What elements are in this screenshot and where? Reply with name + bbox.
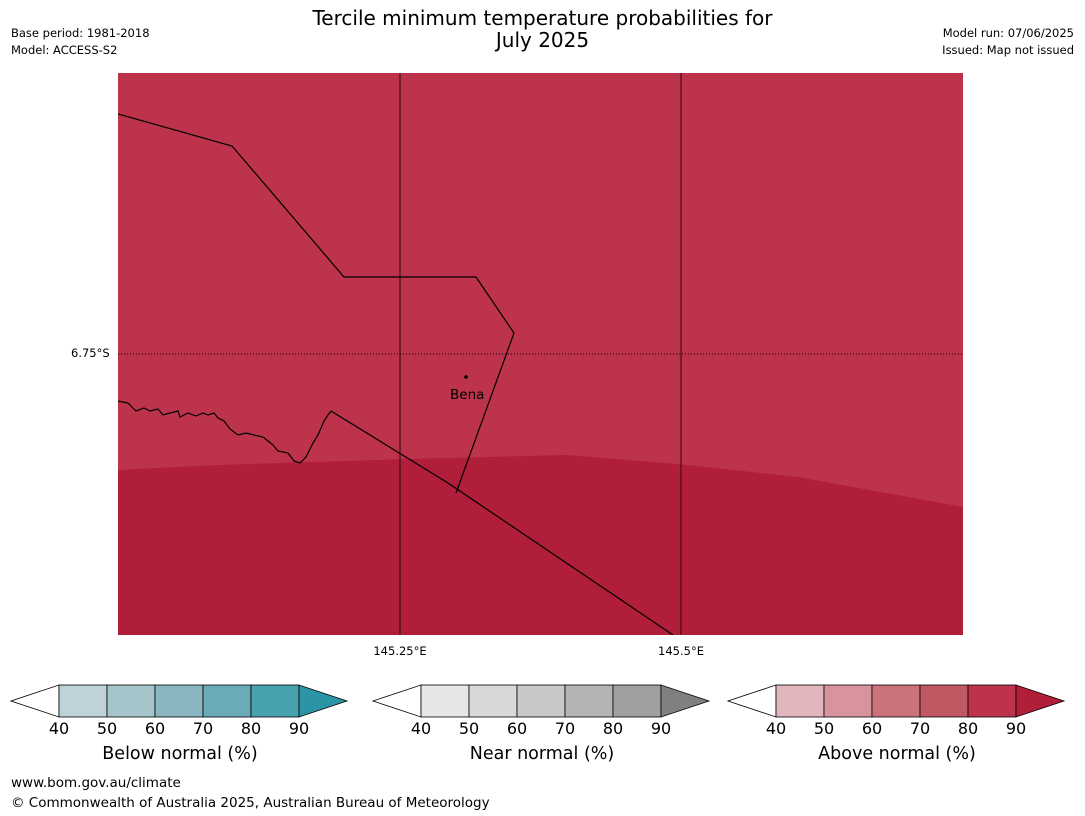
colorbar-right-extension: [660, 684, 711, 718]
legend-below-normal: 40 50 60 70 80 90 Below normal (%): [10, 684, 350, 774]
colorbar-segment: [250, 684, 300, 718]
colorbar-segment: [106, 684, 156, 718]
colorbar-segment: [154, 684, 204, 718]
legend-near-normal: 40 50 60 70 80 90 Near normal (%): [372, 684, 712, 774]
map-svg: [118, 73, 963, 635]
meta-left: Base period: 1981-2018 Model: ACCESS-S2: [11, 25, 150, 59]
map-panel[interactable]: [118, 73, 963, 635]
legend-above-normal: 40 50 60 70 80 90 Above normal (%): [727, 684, 1067, 774]
colorbar-right-extension: [298, 684, 349, 718]
colorbar-tick: 90: [1005, 719, 1027, 738]
province-boundary: [330, 410, 674, 635]
colorbar: [727, 684, 1066, 718]
legend-title: Near normal (%): [469, 744, 615, 764]
lon-label: 145.5°E: [658, 644, 704, 658]
colorbar-segment: [775, 684, 825, 718]
legend-title: Above normal (%): [818, 744, 976, 764]
colorbar-segment: [823, 684, 873, 718]
colorbar-ticks: 40 50 60 70 80 90: [372, 719, 712, 739]
legend-title: Below normal (%): [102, 744, 258, 764]
colorbar-left-extension: [10, 684, 60, 718]
colorbar-segment: [468, 684, 518, 718]
colorbar-left-extension: [727, 684, 777, 718]
lat-label: 6.75°S: [71, 346, 110, 360]
colorbar-segment: [612, 684, 662, 718]
model-text: Model: ACCESS-S2: [11, 43, 118, 57]
colorbar-segment: [202, 684, 252, 718]
colorbar-segment: [967, 684, 1017, 718]
map-title-line2: July 2025: [495, 28, 590, 52]
colorbar-tick: 70: [554, 719, 576, 738]
colorbar-segment: [58, 684, 108, 718]
place-marker: [464, 375, 468, 379]
issued-text: Issued: Map not issued: [942, 43, 1074, 57]
colorbar-right-extension: [1015, 684, 1066, 718]
footer-copyright: © Commonwealth of Australia 2025, Austra…: [11, 795, 490, 811]
colorbar-ticks: 40 50 60 70 80 90: [10, 719, 350, 739]
colorbar-tick: 80: [602, 719, 624, 738]
colorbar-tick: 90: [288, 719, 310, 738]
colorbar: [10, 684, 349, 718]
colorbar-tick: 60: [506, 719, 528, 738]
colorbar-tick: 50: [458, 719, 480, 738]
meta-right: Model run: 07/06/2025 Issued: Map not is…: [942, 25, 1074, 59]
province-boundary: [118, 113, 515, 494]
river-boundary: [118, 400, 332, 464]
footer-url[interactable]: www.bom.gov.au/climate: [11, 775, 181, 791]
map-title-line1: Tercile minimum temperature probabilitie…: [312, 6, 773, 30]
colorbar-segment: [564, 684, 614, 718]
colorbar-ticks: 40 50 60 70 80 90: [727, 719, 1067, 739]
colorbar-tick: 50: [813, 719, 835, 738]
colorbar-segment: [420, 684, 470, 718]
lon-label: 145.25°E: [373, 644, 427, 658]
colorbar-segment: [919, 684, 969, 718]
model-run-text: Model run: 07/06/2025: [942, 26, 1074, 40]
base-period-text: Base period: 1981-2018: [11, 26, 150, 40]
colorbar-tick: 70: [192, 719, 214, 738]
map-title: Tercile minimum temperature probabilitie…: [0, 7, 1085, 51]
colorbar-left-extension: [372, 684, 422, 718]
colorbar-tick: 40: [48, 719, 70, 738]
colorbar-segment: [871, 684, 921, 718]
colorbar-tick: 60: [144, 719, 166, 738]
colorbar-tick: 70: [909, 719, 931, 738]
colorbar-tick: 90: [650, 719, 672, 738]
colorbar: [372, 684, 711, 718]
place-label: Bena: [450, 387, 485, 403]
colorbar-tick: 40: [765, 719, 787, 738]
colorbar-tick: 50: [96, 719, 118, 738]
colorbar-segment: [516, 684, 566, 718]
colorbar-tick: 80: [240, 719, 262, 738]
colorbar-tick: 40: [410, 719, 432, 738]
colorbar-tick: 60: [861, 719, 883, 738]
colorbar-tick: 80: [957, 719, 979, 738]
